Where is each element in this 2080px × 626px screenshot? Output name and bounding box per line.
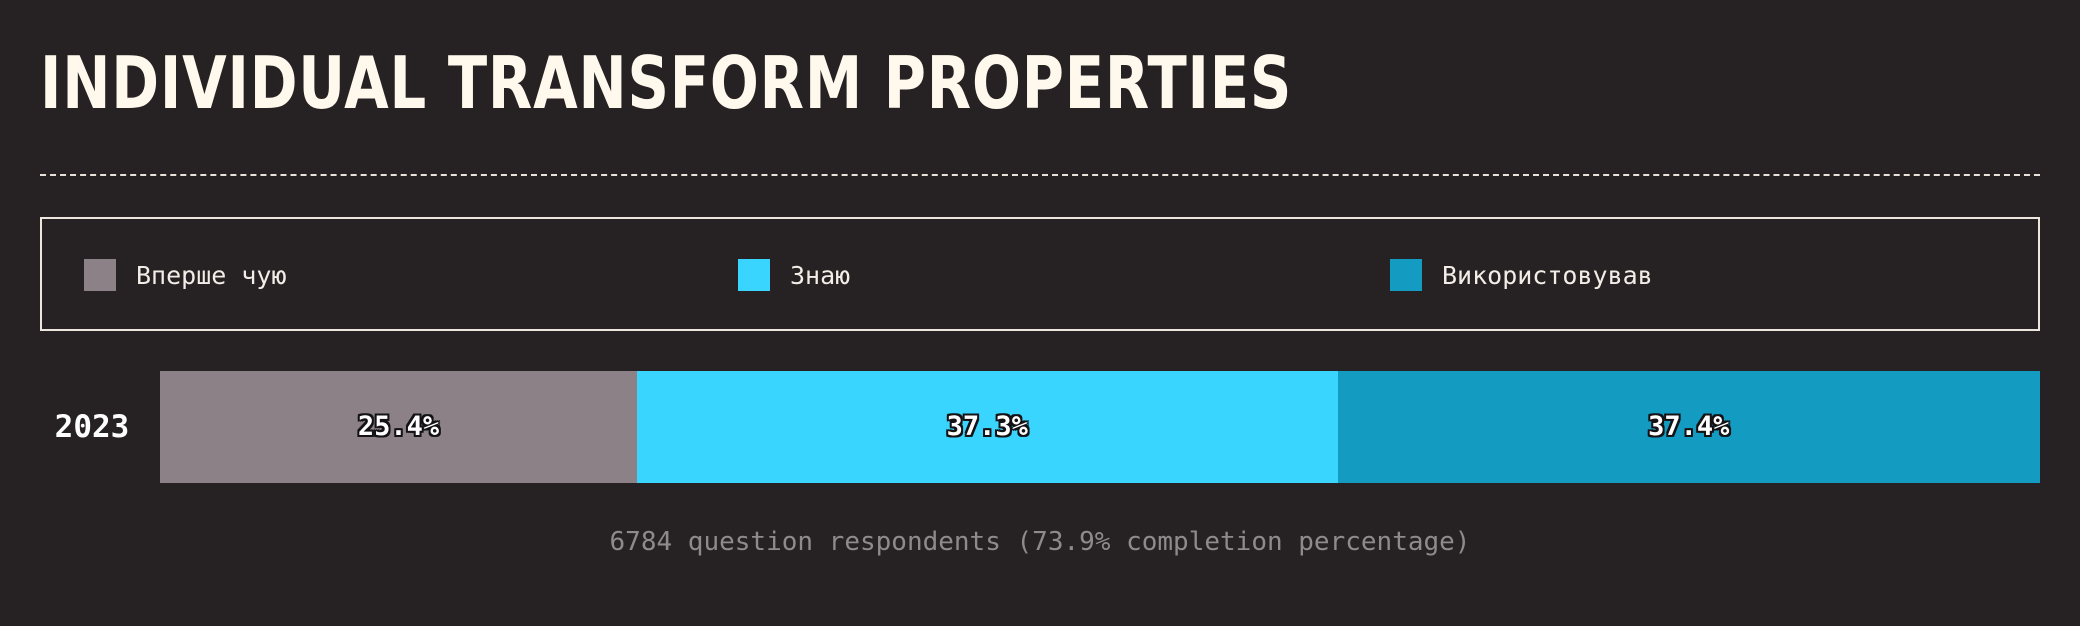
legend-swatch-first-time <box>84 259 116 291</box>
bar-segment-know[interactable] <box>637 371 1338 483</box>
legend-label-know: Знаю <box>790 260 851 290</box>
stacked-bar-2023: 25.4% 37.3% 37.4% <box>160 371 2040 483</box>
bar-label-know: 37.3% <box>946 411 1028 442</box>
bar-label-used: 37.4% <box>1648 411 1730 442</box>
legend-swatch-used <box>1390 259 1422 291</box>
bar-label-first-time: 25.4% <box>357 411 440 442</box>
bar-segment-first-time[interactable] <box>160 371 638 483</box>
legend-swatch-know <box>738 259 770 291</box>
respondents-footnote: 6784 question respondents (73.9% complet… <box>609 527 1471 557</box>
legend-item-used[interactable]: Використовував <box>1390 259 1653 291</box>
title-divider <box>40 174 2040 176</box>
chart-title: INDIVIDUAL TRANSFORM PROPERTIES <box>40 41 1293 125</box>
legend: Вперше чую Знаю Використовував <box>40 217 2040 331</box>
category-label-2023: 2023 <box>54 409 130 445</box>
bar-segment-used[interactable] <box>1337 371 2040 483</box>
legend-label-used: Використовував <box>1442 260 1653 290</box>
legend-item-know[interactable]: Знаю <box>738 259 850 291</box>
legend-label-first-time: Вперше чую <box>136 260 287 290</box>
legend-item-first-time[interactable]: Вперше чую <box>84 259 287 291</box>
